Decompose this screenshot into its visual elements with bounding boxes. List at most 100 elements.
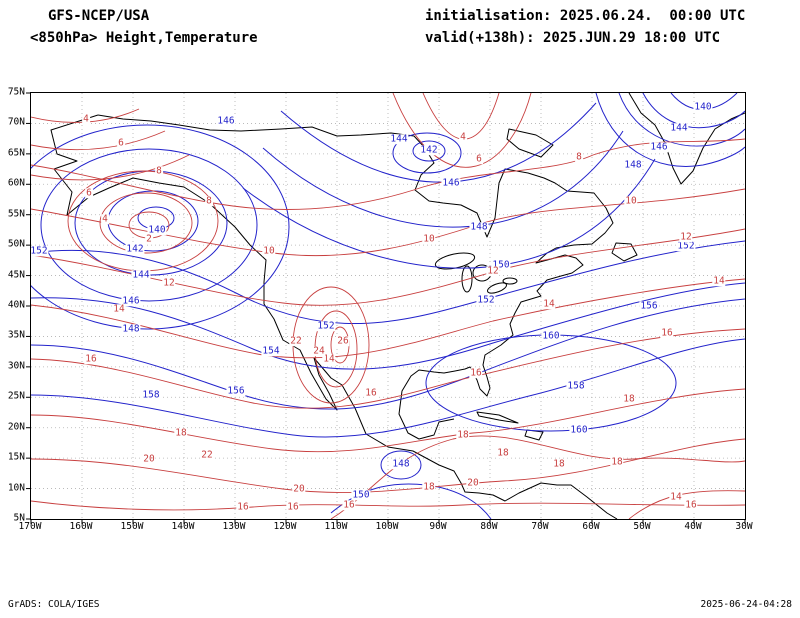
lon-axis-label: 120W <box>273 521 297 532</box>
contour-line <box>618 93 745 147</box>
contour-line <box>31 328 745 409</box>
temperature-contour-label: 16 <box>236 501 250 513</box>
contour-line <box>31 154 190 181</box>
temperature-contour-label: 14 <box>322 353 336 365</box>
temperature-contour-label: 16 <box>469 367 483 379</box>
temperature-contour-label: 20 <box>466 477 480 489</box>
temperature-contour-label: 12 <box>679 231 693 243</box>
creation-timestamp: 2025-06-24-04:28 <box>700 599 792 610</box>
island-cuba <box>476 411 519 424</box>
lake-erie <box>487 282 507 294</box>
contour-line <box>330 435 745 519</box>
contour-line <box>31 124 290 330</box>
temperature-contour-label: 14 <box>112 303 126 315</box>
lat-axis-label: 60N <box>7 177 25 189</box>
lon-axis-label: 150W <box>120 521 144 532</box>
height-contour-label: 160 <box>569 424 589 436</box>
height-contour-label: 148 <box>121 323 141 335</box>
height-contour-label: 146 <box>216 115 236 127</box>
grads-credit: GrADS: COLA/IGES <box>8 599 100 610</box>
height-contour-label: 144 <box>389 133 409 145</box>
init-time: initialisation: 2025.06.24. 00:00 UTC <box>425 8 746 24</box>
temperature-contour-label: 16 <box>84 353 98 365</box>
contour-line <box>31 388 745 453</box>
lat-axis-label: 30N <box>7 360 25 372</box>
island-hispaniola <box>524 429 544 441</box>
contour-line <box>280 102 597 183</box>
lon-axis-label: 170W <box>18 521 42 532</box>
temperature-contour-label: 16 <box>660 327 674 339</box>
axis-ticks <box>26 92 746 524</box>
header-right: initialisation: 2025.06.24. 00:00 UTC va… <box>425 5 745 49</box>
height-contour-label: 158 <box>141 389 161 401</box>
temperature-contour-label: 4 <box>101 213 109 225</box>
island-baffin <box>506 128 554 158</box>
contour-line <box>31 228 745 306</box>
contour-line <box>31 500 745 511</box>
height-contour-label: 160 <box>541 330 561 342</box>
temperature-contour-label: 18 <box>456 429 470 441</box>
contour-line <box>31 130 166 151</box>
lon-axis-label: 90W <box>429 521 447 532</box>
header-left: GFS-NCEP/USA <850hPa> Height,Temperature <box>30 5 258 49</box>
temperature-contour-label: 4 <box>459 131 467 143</box>
map-plot-area: 140 142 144 146 148 146 146 148 150 152 152 152 152 1… <box>26 92 746 524</box>
height-contour-label: 146 <box>441 177 461 189</box>
temperature-contour-label: 8 <box>205 195 213 207</box>
latitude-axis: 75N 70N 65N 60N 55N 50N 45N 40N 35N 30N 25N 20N 15N 1… <box>0 87 27 524</box>
temperature-contour-label: 22 <box>200 449 214 461</box>
lat-axis-label: 15N <box>7 451 25 463</box>
contour-line <box>99 192 193 254</box>
lat-axis-label: 40N <box>7 299 25 311</box>
temperature-contour-label: 18 <box>422 481 436 493</box>
height-contour-label: 150 <box>351 489 371 501</box>
lon-axis-label: 70W <box>531 521 549 532</box>
contour-label-layer: 140 142 144 146 148 146 146 148 150 152 152 152 152 1… <box>31 93 745 519</box>
height-contour-label: 156 <box>226 385 246 397</box>
temperature-contour-label: 6 <box>475 153 483 165</box>
height-contour-label: 140 <box>147 224 167 236</box>
contour-line <box>31 138 745 210</box>
lat-axis-label: 75N <box>7 86 25 98</box>
height-contour-label: 148 <box>469 221 489 233</box>
lon-axis-label: 30W <box>735 521 753 532</box>
height-contour-label: 148 <box>391 458 411 470</box>
longitude-axis: 170W 160W 150W 140W 130W 120W 110W 100W 90W 80W 70… <box>19 521 753 535</box>
temperature-contour-label: 26 <box>336 335 350 347</box>
height-contour-label: 152 <box>316 320 336 332</box>
height-contour-label: 156 <box>639 300 659 312</box>
height-contour-label: 146 <box>121 295 141 307</box>
temperature-contour-label: 16 <box>364 387 378 399</box>
temperature-contour-label: 2 <box>145 233 153 245</box>
temperature-contour-label: 18 <box>610 456 624 468</box>
lat-axis-label: 5N <box>13 512 25 524</box>
lat-axis-label: 55N <box>7 208 25 220</box>
lat-axis-label: 35N <box>7 329 25 341</box>
lat-axis-label: 65N <box>7 147 25 159</box>
lon-axis-label: 60W <box>582 521 600 532</box>
field-title: <850hPa> Height,Temperature <box>30 30 258 46</box>
contour-line <box>31 298 745 410</box>
lon-axis-label: 80W <box>480 521 498 532</box>
height-contour-label: 144 <box>669 122 689 134</box>
temperature-contour-label: 4 <box>82 113 90 125</box>
lon-axis-label: 50W <box>633 521 651 532</box>
temperature-contour-label: 10 <box>624 195 638 207</box>
temperature-contour-label: 14 <box>542 298 556 310</box>
height-contour-label: 150 <box>491 259 511 271</box>
lake-ontario <box>502 277 518 285</box>
lon-axis-label: 140W <box>171 521 195 532</box>
model-title: GFS-NCEP/USA <box>48 8 150 24</box>
contour-line <box>31 438 745 493</box>
lake-michigan <box>461 265 473 293</box>
height-contour-label: 152 <box>476 294 496 306</box>
height-contour-label: 142 <box>419 144 439 156</box>
contour-line <box>31 278 745 359</box>
temperature-contour-label: 24 <box>312 345 326 357</box>
temperature-contour-label: 12 <box>162 277 176 289</box>
valid-time: valid(+138h): 2025.JUN.29 18:00 UTC <box>425 30 721 46</box>
contour-line <box>380 450 422 480</box>
temperature-contour-label: 8 <box>575 151 583 163</box>
contour-line <box>31 240 745 325</box>
